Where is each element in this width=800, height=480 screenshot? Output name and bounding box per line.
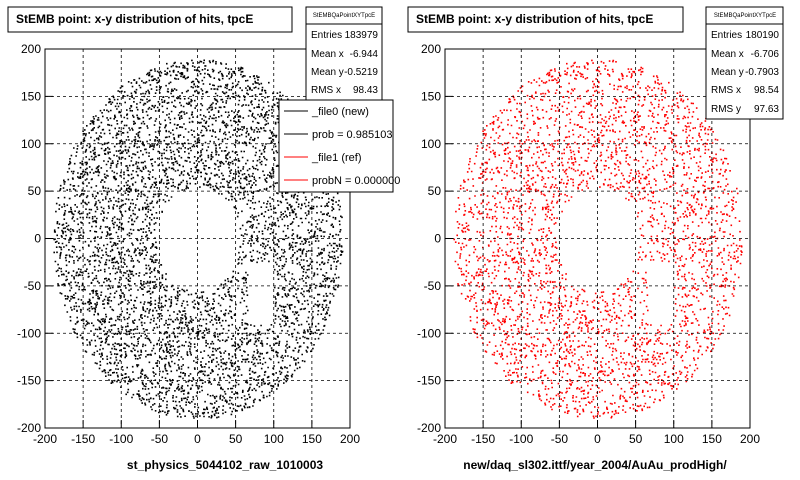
y-tick-label: 150	[421, 89, 441, 103]
hit-point-cloud	[53, 59, 344, 419]
left-stats-label: Mean x	[311, 49, 344, 60]
legend-entry: _file1 (ref)	[311, 152, 362, 164]
right-title: StEMB point: x-y distribution of hits, t…	[416, 12, 653, 26]
x-tick-label: 50	[629, 432, 643, 446]
hit-point-cloud	[453, 59, 743, 419]
y-tick-label: 0	[34, 232, 41, 246]
left-stats-value: 183979	[345, 30, 379, 41]
right-stats-label: Mean x	[711, 49, 744, 60]
y-tick-label: 150	[21, 89, 41, 103]
x-tick-label: -200	[33, 432, 57, 446]
right-stats-value: -0.7903	[745, 67, 779, 78]
y-tick-label: 50	[28, 184, 42, 198]
right-stats-value: 180190	[746, 30, 780, 41]
left-title-box	[7, 6, 293, 33]
x-tick-label: 150	[302, 432, 322, 446]
x-tick-label: 150	[702, 432, 722, 446]
right-grid	[445, 49, 750, 428]
left-stats-box: StEMBQaPointXYTpcE Entries 183979 Mean x…	[305, 6, 383, 109]
left-xlabel: st_physics_5044102_raw_1010003	[127, 458, 323, 472]
left-stats-label: Entries	[311, 30, 342, 41]
x-tick-label: -100	[109, 432, 133, 446]
x-tick-label: -150	[471, 432, 495, 446]
legend-entry: probN = 0.000000	[312, 175, 400, 187]
left-title: StEMB point: x-y distribution of hits, t…	[16, 12, 253, 26]
left-hit-points	[53, 59, 344, 419]
y-tick-label: 100	[421, 137, 441, 151]
x-tick-label: -150	[71, 432, 95, 446]
x-tick-label: 50	[229, 432, 243, 446]
x-tick-label: 100	[664, 432, 684, 446]
x-tick-label: 100	[264, 432, 284, 446]
y-tick-label: 0	[434, 232, 441, 246]
right-hit-points	[453, 59, 743, 419]
y-tick-label: -100	[17, 326, 41, 340]
right-panel: StEMB point: x-y distribution of hits, t…	[407, 6, 784, 472]
x-tick-label: 200	[740, 432, 760, 446]
x-tick-label: -200	[433, 432, 457, 446]
legend-entry: _file0 (new)	[311, 106, 369, 118]
y-tick-label: -150	[17, 374, 41, 388]
y-tick-label: 200	[21, 42, 41, 56]
x-tick-label: -50	[151, 432, 169, 446]
y-tick-label: 100	[21, 137, 41, 151]
x-tick-label: 0	[194, 432, 201, 446]
right-xlabel: new/daq_sl302.ittf/year_2004/AuAu_prodHi…	[463, 458, 727, 472]
right-stats-label: Entries	[711, 30, 742, 41]
left-stats-value: -0.5219	[344, 67, 378, 78]
right-axis-ticks: -200 -150 -100 -50 0 50 100 150 200 200 150 100 50 0 -…	[417, 42, 760, 446]
right-stats-value: 98.54	[754, 85, 779, 96]
right-stats-label: RMS x	[711, 85, 741, 96]
right-stats-label: Mean y	[711, 67, 744, 78]
x-tick-label: 0	[594, 432, 601, 446]
left-stats-value: 98.43	[353, 85, 378, 96]
x-tick-label: -100	[509, 432, 533, 446]
y-tick-label: -100	[417, 326, 441, 340]
right-title-box	[407, 6, 684, 33]
right-stats-name: StEMBQaPointXYTpcE	[714, 13, 776, 19]
y-tick-label: 50	[428, 184, 442, 198]
y-tick-label: -200	[17, 421, 41, 435]
left-stats-label: RMS x	[311, 85, 341, 96]
right-stats-box: StEMBQaPointXYTpcE Entries 180190 Mean x…	[705, 6, 784, 120]
y-tick-label: -50	[424, 279, 442, 293]
right-stats-value: 97.63	[754, 104, 779, 115]
x-tick-label: 200	[340, 432, 360, 446]
right-stats-value: -6.706	[751, 49, 780, 60]
left-axis-ticks: -200 -150 -100 -50 0 50 100 150 200 200 150 100 50 0 -…	[17, 42, 360, 446]
right-stats-label: RMS y	[711, 104, 741, 115]
y-tick-label: -200	[417, 421, 441, 435]
legend-box: _file0 (new) prob = 0.985103 _file1 (ref…	[278, 99, 400, 193]
y-tick-label: -150	[417, 374, 441, 388]
left-stats-label: Mean y	[311, 67, 344, 78]
left-stats-value: -6.944	[350, 49, 379, 60]
left-stats-name: StEMBQaPointXYTpcE	[313, 13, 375, 19]
legend-entry: prob = 0.985103	[312, 129, 392, 141]
y-tick-label: -50	[24, 279, 42, 293]
left-panel: StEMB point: x-y distribution of hits, t…	[7, 6, 400, 472]
y-tick-label: 200	[421, 42, 441, 56]
x-tick-label: -50	[551, 432, 569, 446]
